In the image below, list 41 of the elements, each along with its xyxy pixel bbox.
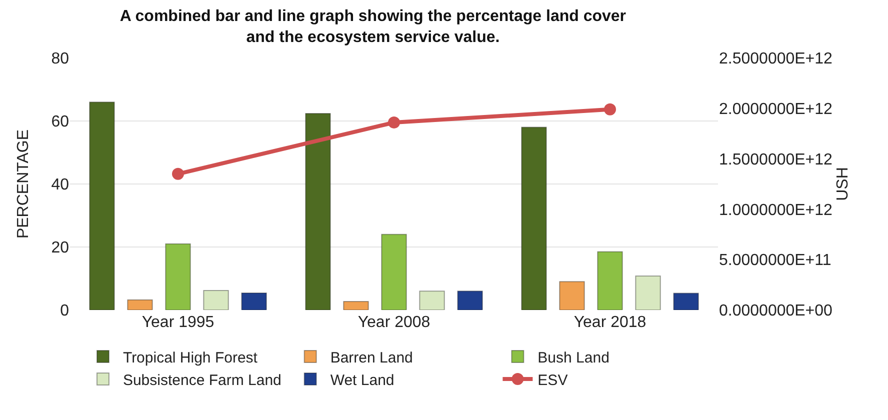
- bar: [343, 301, 369, 310]
- point: [388, 116, 400, 129]
- y2-tick-label: 0.0000000E+00: [719, 302, 833, 320]
- legend-label: Subsistence Farm Land: [122, 372, 282, 389]
- legend-label: Tropical High Forest: [122, 349, 258, 366]
- bar: [127, 299, 153, 310]
- y-tick-label: 40: [51, 176, 70, 194]
- bar: [203, 290, 229, 310]
- bar: [673, 292, 699, 310]
- point: [604, 103, 616, 116]
- bar: [241, 292, 267, 310]
- bar: [165, 243, 191, 310]
- y2-axis-title: USH: [834, 167, 852, 201]
- legend-label: ESV: [538, 372, 568, 389]
- x-tick-label: Year 2018: [574, 314, 646, 331]
- bar: [89, 102, 115, 310]
- x-tick-label: Year 2008: [358, 314, 430, 331]
- bar: [457, 290, 483, 310]
- x-tick-label: Year 1995: [142, 314, 214, 331]
- y-tick-label: 60: [51, 114, 70, 131]
- legend-label: Wet Land: [330, 372, 394, 389]
- y2-tick-label: 1.5000000E+12: [719, 151, 833, 168]
- bar: [597, 251, 623, 310]
- point: [172, 168, 184, 180]
- y2-tick-label: 2.0000000E+12: [719, 101, 833, 118]
- bar: [381, 234, 407, 310]
- legend-label: Barren Land: [330, 349, 413, 366]
- y-tick-label: 0: [60, 302, 70, 320]
- y-axis-title: PERCENTAGE: [15, 129, 32, 239]
- y-tick-label: 80: [51, 50, 70, 68]
- bar: [305, 112, 331, 310]
- chart-title: A combined bar and line graph showing the percentage land cover and the ecosystem service value.: [120, 8, 626, 46]
- bar: [559, 281, 585, 310]
- bar: [419, 290, 445, 310]
- legend-label: Bush Land: [538, 349, 610, 366]
- y2-tick-label: 5.0000000E+11: [719, 252, 832, 270]
- y-tick-label: 20: [51, 240, 70, 257]
- y2-tick-label: 1.0000000E+12: [719, 202, 833, 219]
- bar: [521, 126, 547, 310]
- bar: [635, 275, 661, 310]
- y2-tick-label: 2.5000000E+12: [719, 50, 833, 68]
